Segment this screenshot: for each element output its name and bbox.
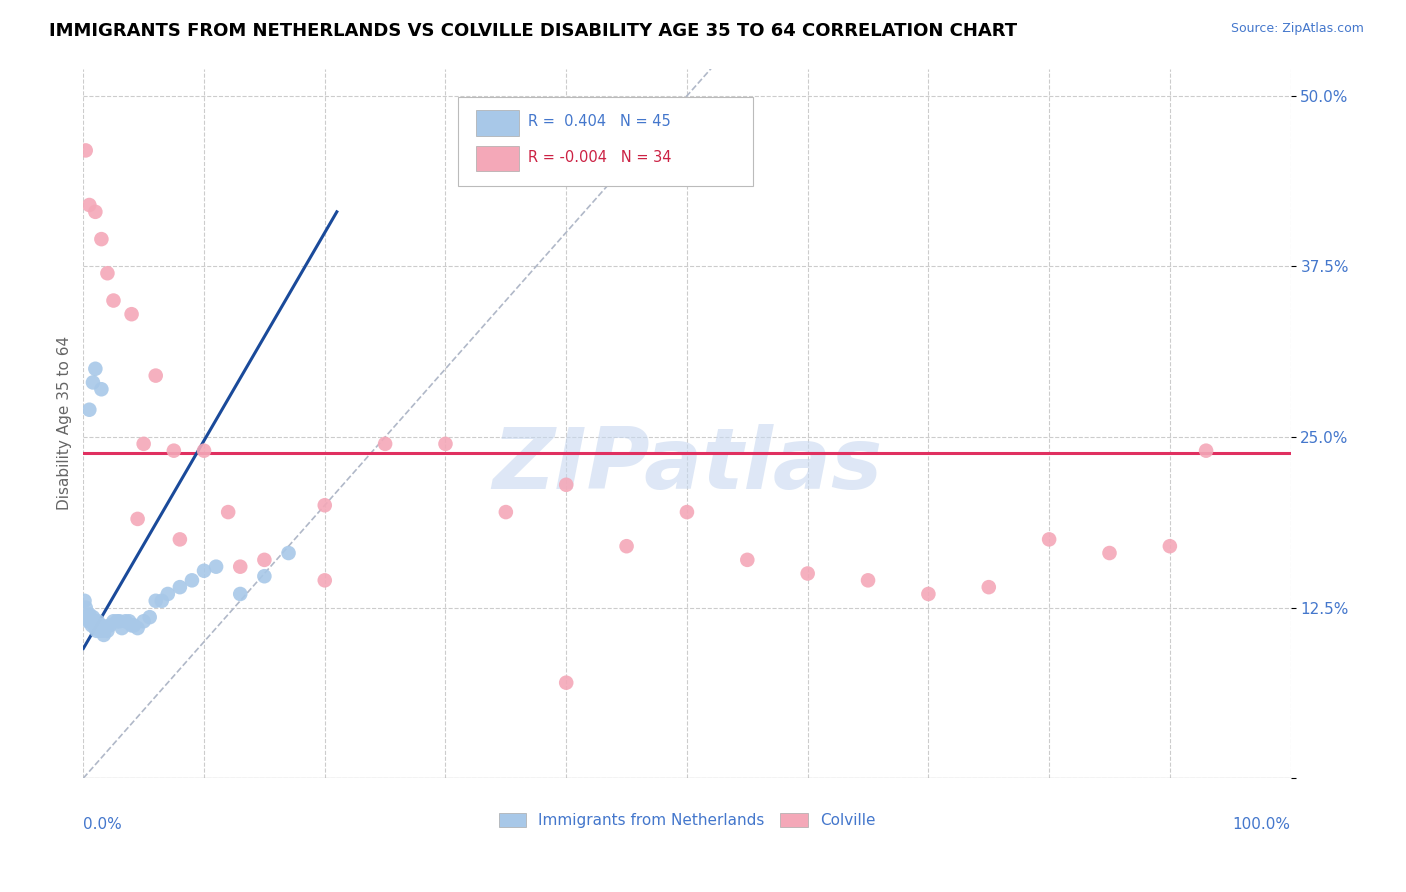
Point [145,368,167,383]
Point [94,621,117,635]
Point [90,232,112,246]
Text: 100.0%: 100.0% [1233,817,1291,832]
Point [314,498,336,512]
Point [127,621,149,635]
Point [1195,443,1218,458]
Point [114,614,136,628]
Point [676,505,699,519]
Point [277,546,299,560]
Text: ZIPatlas: ZIPatlas [492,425,882,508]
Point [98,618,121,632]
Point [82,376,104,390]
Point [121,618,143,632]
Point [917,587,939,601]
Point [79,402,101,417]
Text: Source: ZipAtlas.com: Source: ZipAtlas.com [1230,22,1364,36]
Point [145,594,167,608]
Point [96,624,118,638]
Point [75,600,97,615]
Text: 0.0%: 0.0% [83,817,122,832]
Point [181,574,204,588]
Text: R =  0.404   N = 45: R = 0.404 N = 45 [527,114,671,129]
Point [796,566,818,581]
Point [434,437,457,451]
Point [314,574,336,588]
Point [555,477,578,491]
Point [1159,539,1181,553]
Point [122,618,145,632]
FancyBboxPatch shape [475,111,519,136]
Point [977,580,1000,594]
Point [76,610,98,624]
Point [96,266,118,280]
Point [193,443,215,458]
Point [84,361,107,376]
Point [89,624,111,638]
Point [91,624,114,638]
Point [84,621,107,635]
Point [105,614,128,628]
Point [121,307,143,321]
Point [87,618,110,632]
Point [253,569,276,583]
Text: R = -0.004   N = 34: R = -0.004 N = 34 [527,150,671,165]
Point [1038,533,1060,547]
Point [156,587,179,601]
Point [555,675,578,690]
FancyBboxPatch shape [457,97,754,186]
Point [79,198,101,212]
Point [82,610,104,624]
Point [127,512,149,526]
Point [229,559,252,574]
Point [132,437,155,451]
Point [103,614,125,628]
Point [83,614,105,628]
Point [138,610,160,624]
Y-axis label: Disability Age 35 to 64: Disability Age 35 to 64 [58,336,72,510]
Text: IMMIGRANTS FROM NETHERLANDS VS COLVILLE DISABILITY AGE 35 TO 64 CORRELATION CHAR: IMMIGRANTS FROM NETHERLANDS VS COLVILLE … [49,22,1018,40]
Point [205,559,228,574]
FancyBboxPatch shape [475,146,519,171]
Point [253,553,276,567]
Point [84,204,107,219]
Point [80,618,103,632]
Point [87,614,110,628]
Point [169,580,191,594]
Point [132,614,155,628]
Point [1098,546,1121,560]
Point [169,533,191,547]
Point [193,564,215,578]
Point [103,293,125,308]
Point [75,144,97,158]
Point [79,614,101,628]
Point [374,437,396,451]
Point [86,624,108,638]
Point [90,618,112,632]
Point [229,587,252,601]
Point [118,614,141,628]
Point [73,594,96,608]
Point [93,628,115,642]
Point [163,443,186,458]
Legend: Immigrants from Netherlands, Colville: Immigrants from Netherlands, Colville [492,806,882,834]
Point [495,505,517,519]
Point [79,607,101,622]
Point [77,614,100,628]
Point [856,574,879,588]
Point [90,382,112,396]
Point [108,614,131,628]
Point [111,621,134,635]
Point [150,594,173,608]
Point [737,553,759,567]
Point [616,539,638,553]
Point [217,505,239,519]
